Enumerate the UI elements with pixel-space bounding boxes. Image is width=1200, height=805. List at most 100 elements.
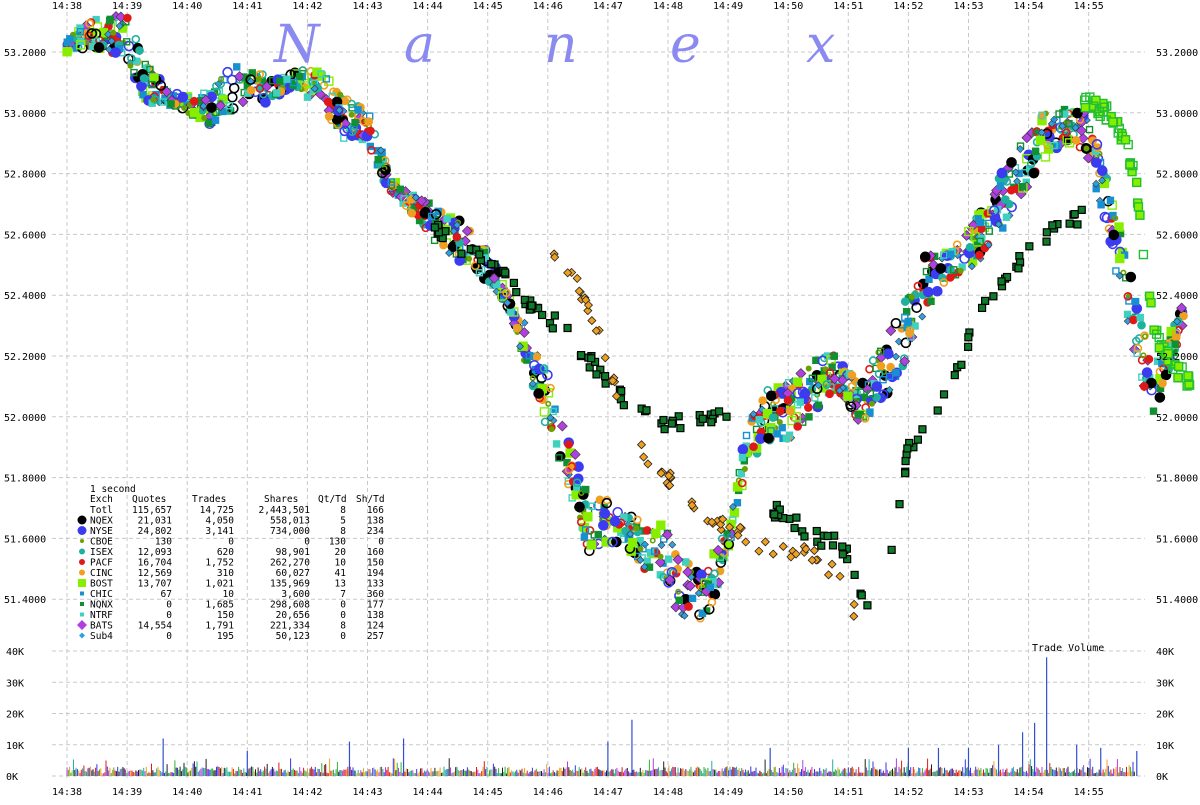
quote-point: [555, 454, 563, 462]
price-tick-label-left: 51.4000: [4, 595, 46, 606]
quote-point: [829, 373, 840, 385]
stale-quote-point: [997, 277, 1006, 286]
trade-point: [717, 534, 727, 544]
stale-quote-point: [475, 250, 484, 259]
quote-point: [303, 93, 312, 101]
price-series-layer: [62, 11, 1195, 623]
quote-point: [646, 548, 655, 557]
quote-point: [737, 469, 745, 478]
stale-quote-point: [550, 252, 560, 262]
trade-point: [255, 75, 262, 82]
quote-point: [1098, 176, 1107, 185]
quote-point: [549, 407, 557, 416]
legend-cell: 10: [223, 589, 235, 600]
trade-point: [1125, 271, 1137, 283]
stale-quote-point: [1135, 210, 1145, 220]
quote-point: [552, 440, 561, 448]
trade-point: [177, 91, 189, 103]
quote-point: [582, 485, 590, 494]
trade-point: [709, 588, 721, 600]
trade-point: [975, 250, 984, 260]
trade-point: [1071, 136, 1081, 145]
trade-point: [189, 96, 199, 106]
quote-point: [335, 106, 344, 115]
trade-point: [407, 208, 417, 218]
trade-point: [601, 497, 613, 509]
stale-quote-point: [791, 549, 801, 559]
trade-point: [847, 370, 857, 380]
stale-quote-point: [600, 353, 610, 363]
quote-point: [876, 347, 885, 356]
x-tick-label-bottom: 14:47: [593, 787, 623, 798]
volume-tick-label-left: 40K: [6, 647, 24, 658]
legend-cell: 8: [340, 505, 346, 516]
trade-point: [331, 114, 343, 125]
x-tick-label-top: 14:50: [773, 1, 803, 12]
trade-point: [1028, 167, 1040, 179]
stale-quote-point: [817, 541, 826, 550]
legend-column-header: Qt/Td: [318, 494, 347, 505]
x-tick-label-top: 14:45: [473, 1, 503, 12]
stale-quote-point: [1151, 329, 1162, 339]
legend-cell: 177: [367, 600, 384, 611]
stale-quote-point: [754, 546, 764, 556]
legend-cell: 194: [367, 568, 384, 579]
trade-point: [890, 317, 902, 329]
quote-point: [640, 563, 649, 571]
quote-point: [892, 369, 900, 377]
stale-quote-point: [583, 300, 594, 310]
legend-cell: 1,752: [205, 558, 234, 569]
stale-quote-point: [849, 611, 859, 621]
trade-point: [1140, 352, 1147, 359]
x-tick-label-bottom: 14:48: [653, 787, 683, 798]
trade-point: [585, 526, 595, 535]
stale-quote-point: [981, 296, 990, 305]
price-tick-label-left: 52.2000: [4, 352, 46, 363]
trade-point: [1055, 122, 1066, 133]
trade-point: [218, 76, 225, 83]
trade-point: [946, 273, 955, 282]
stale-quote-point: [698, 414, 707, 423]
stale-quote-point: [903, 444, 912, 453]
quote-point: [1173, 317, 1182, 326]
trade-point: [1026, 159, 1036, 169]
quote-point: [1085, 125, 1094, 134]
quote-point: [443, 215, 451, 223]
quote-point: [681, 558, 690, 566]
trade-point: [1007, 185, 1016, 195]
trade-point: [737, 478, 747, 488]
price-tick-label-left: 52.6000: [4, 230, 46, 241]
trade-point: [675, 588, 682, 595]
legend-cell: 50,123: [276, 631, 310, 642]
quote-point: [657, 541, 666, 550]
quote-point: [892, 352, 900, 361]
quote-point: [843, 391, 853, 401]
trade-point: [1091, 139, 1103, 150]
trade-point: [127, 54, 136, 63]
trade-point: [545, 400, 552, 407]
quote-point: [516, 342, 524, 351]
legend-swatch: [79, 559, 85, 565]
quote-point: [999, 224, 1007, 232]
quote-point: [808, 374, 817, 383]
price-tick-label-left: 52.8000: [4, 170, 46, 181]
trade-point: [939, 278, 949, 287]
price-tick-label-right: 52.2000: [1156, 352, 1198, 363]
stale-quote-point: [676, 424, 685, 433]
quote-point: [1176, 302, 1187, 314]
quote-point: [594, 530, 602, 539]
stale-quote-point: [550, 311, 559, 320]
quote-point: [1106, 196, 1115, 205]
price-tick-label-right: 53.2000: [1156, 48, 1198, 59]
price-tick-label-right: 52.0000: [1156, 413, 1198, 424]
trade-point: [749, 442, 758, 452]
x-tick-label-top: 14:40: [172, 1, 202, 12]
trade-point: [883, 348, 894, 360]
stale-quote-point: [828, 541, 838, 550]
trade-point: [1146, 377, 1157, 389]
x-tick-label-bottom: 14:53: [953, 787, 983, 798]
legend-swatch: [80, 539, 84, 543]
price-tick-label-right: 53.0000: [1156, 109, 1198, 120]
stale-quote-point: [957, 360, 966, 369]
